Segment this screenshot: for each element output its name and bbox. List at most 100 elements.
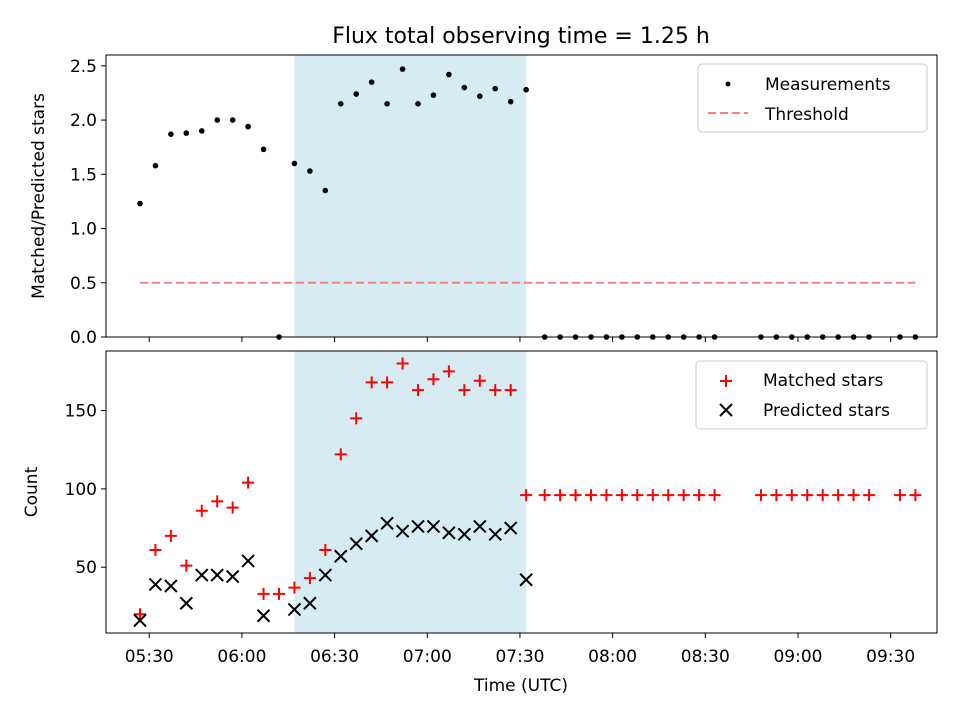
matched-star-point — [554, 489, 567, 502]
predicted-star-point — [473, 519, 487, 534]
matched-star-point — [504, 384, 517, 397]
measurement-point — [507, 98, 514, 105]
matched-star-point — [693, 489, 706, 502]
legend-predicted-marker — [719, 403, 733, 417]
matched-star-point — [832, 489, 845, 502]
matched-star-point — [149, 543, 162, 556]
matched-star-point — [303, 572, 316, 585]
matched-star-point — [631, 489, 644, 502]
measurement-point — [446, 71, 452, 78]
matched-star-point — [180, 559, 193, 572]
x-tick-label: 06:30 — [310, 647, 359, 667]
predicted-star-point — [256, 609, 271, 623]
measurement-point — [152, 162, 159, 169]
measurement-point — [430, 92, 437, 98]
chart-title: Flux total observing time = 1.25 h — [332, 24, 710, 49]
predicted-star-point — [164, 579, 178, 593]
predicted-star-point — [334, 549, 348, 563]
matched-star-point — [816, 489, 829, 502]
matched-star-point — [272, 587, 285, 600]
predicted-star-point — [395, 524, 410, 538]
y-tick-label: 0.5 — [70, 274, 97, 294]
measurement-point — [368, 79, 375, 85]
predicted-star-point — [287, 602, 302, 617]
measurement-point — [492, 85, 499, 92]
measurement-point — [168, 131, 174, 137]
predicted-star-point — [488, 527, 502, 542]
matched-star-point — [489, 384, 502, 397]
matched-star-point — [520, 489, 533, 502]
predicted-star-point — [179, 596, 194, 610]
matched-star-point — [708, 489, 721, 502]
measurement-point — [353, 91, 360, 97]
top-legend-box — [697, 63, 928, 133]
matched-star-point — [396, 357, 409, 370]
measurement-point — [322, 187, 329, 194]
predicted-star-point — [303, 596, 317, 610]
matched-star-point — [412, 384, 425, 397]
observing-window-shade — [294, 55, 527, 337]
matched-star-point — [427, 373, 440, 386]
matched-star-point — [319, 543, 332, 556]
observing-window-shade — [294, 351, 527, 633]
matched-star-point — [909, 489, 922, 502]
predicted-star-point — [148, 577, 163, 592]
predicted-star-point — [210, 568, 224, 582]
matched-star-point — [133, 608, 146, 621]
x-tick-label: 07:30 — [495, 647, 544, 667]
matched-star-point — [458, 384, 471, 397]
bottom-legend-box — [695, 360, 928, 430]
legend-matched-label: Matched stars — [763, 371, 883, 391]
measurement-point — [461, 84, 468, 91]
matched-star-point — [226, 501, 239, 514]
measurement-point — [229, 117, 236, 123]
matched-star-point — [381, 376, 394, 389]
y-tick-label: 2.5 — [70, 57, 97, 77]
x-tick-label: 08:00 — [588, 647, 637, 667]
matched-star-point — [677, 489, 690, 502]
matched-star-point — [365, 376, 378, 389]
matched-star-point — [863, 489, 876, 502]
legend-predicted-label: Predicted stars — [763, 401, 890, 421]
legend-threshold-label: Threshold — [764, 105, 849, 125]
bottom-y-axis-label: Count — [22, 466, 42, 517]
measurement-point — [198, 128, 205, 134]
predicted-star-point — [442, 526, 456, 540]
bottom-panel: 50 100 150 05:30 06:00 06:30 07:00 07:30 08:00 08… — [22, 350, 938, 696]
matched-star-point — [600, 489, 613, 502]
x-tick-label: 05:30 — [125, 647, 174, 667]
matched-star-point — [334, 448, 347, 461]
predicted-star-point — [503, 521, 518, 535]
matched-star-point — [785, 489, 798, 502]
measurement-point — [245, 123, 251, 130]
predicted-star-point — [195, 568, 209, 582]
matched-star-point — [442, 365, 455, 378]
predicted-star-point — [133, 613, 147, 628]
predicted-star-point — [519, 573, 533, 587]
predicted-star-point — [380, 516, 394, 531]
matched-star-point — [195, 504, 208, 517]
measurement-point — [307, 168, 313, 174]
matched-star-point — [770, 489, 783, 502]
measurement-point — [337, 101, 344, 107]
matched-star-point — [754, 489, 767, 502]
x-tick-label: 09:00 — [773, 647, 822, 667]
matched-star-point — [569, 489, 582, 502]
predicted-star-point — [225, 569, 240, 584]
measurement-point — [476, 93, 483, 100]
predicted-star-point — [426, 519, 441, 534]
measurement-point — [137, 200, 143, 207]
y-tick-label: 1.0 — [70, 220, 97, 240]
measurement-point — [415, 101, 421, 107]
bottom-axes-frame — [105, 350, 938, 634]
y-tick-label: 2.0 — [70, 111, 97, 131]
predicted-star-point — [411, 519, 425, 534]
top-panel: 0.0 0.5 1.0 1.5 2.0 2.5 Flux total observing … — [29, 24, 938, 348]
legend-matched-marker — [720, 375, 732, 387]
x-axis-label: Time (UTC) — [473, 676, 568, 696]
matched-star-point — [288, 581, 301, 594]
x-tick-label: 07:00 — [403, 647, 452, 667]
x-tick-label: 08:30 — [681, 647, 730, 667]
matched-star-point — [646, 489, 659, 502]
